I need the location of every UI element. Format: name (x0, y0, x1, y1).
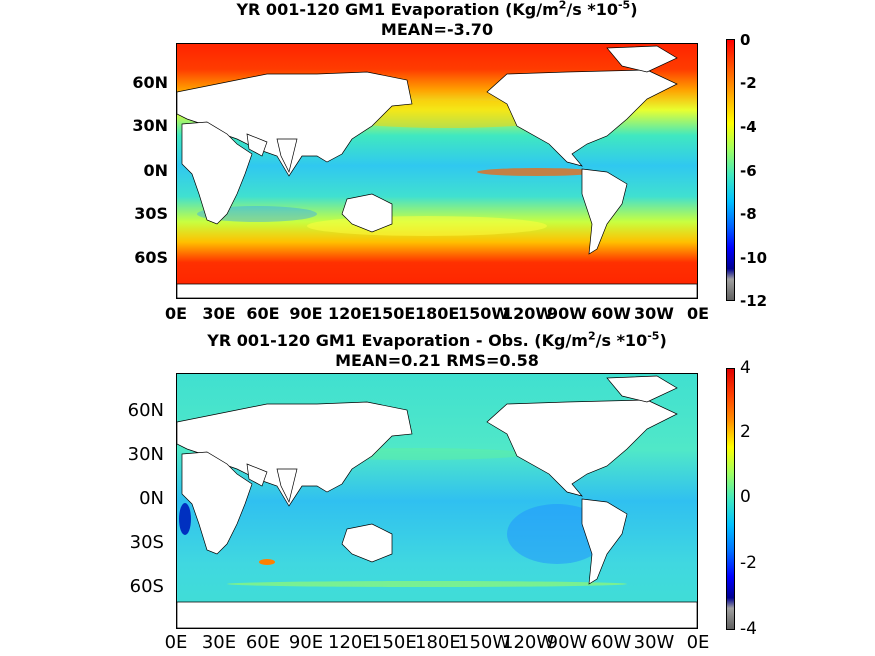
panel1-lat-label: 0N (143, 161, 168, 180)
panel2-lon-label: 90E (288, 632, 324, 653)
panel1-lat-label: 30N (132, 116, 168, 135)
panel2-lon-label: 120W (502, 632, 555, 653)
panel2-colorbar-tick: -2 (740, 553, 757, 573)
panel2-title: YR 001-120 GM1 Evaporation - Obs. (Kg/m2… (176, 331, 698, 350)
panel2-colorbar-tick: -4 (740, 619, 757, 639)
panel2-lon-label: 150W (458, 632, 511, 653)
panel2-subtitle: MEAN=0.21 RMS=0.58 (335, 351, 539, 370)
panel2-lon-label: 0E (686, 632, 710, 653)
panel2-title-mid: /s *10 (595, 331, 648, 350)
panel1-map (176, 43, 698, 299)
panel1-colorbar-tick: 0 (740, 31, 751, 49)
panel2-lon-label: 0E (164, 632, 188, 653)
panel1-lon-label: 30E (202, 304, 236, 323)
panel1-lon-label: 60W (591, 304, 631, 323)
panel1-lon-label: 120W (502, 304, 554, 323)
panel1-lon-label: 0E (686, 304, 710, 323)
panel1-colorbar-tick: -6 (740, 162, 757, 180)
panel1-title-mid: /s *10 (566, 0, 618, 19)
panel1-title-text: YR 001-120 GM1 Evaporation (Kg/m (236, 0, 559, 19)
panel1-colorbar-tick: -8 (740, 205, 757, 223)
panel1-lon-label: 150E (371, 304, 416, 323)
panel2-lon-label: 90W (546, 632, 588, 653)
panel1-title-sup1: 2 (558, 0, 567, 12)
panel1-land (177, 45, 697, 298)
panel1-title-sup2: -5 (617, 0, 631, 12)
panel2-colorbar-tick: 0 (740, 487, 751, 507)
panel2-map (176, 373, 698, 629)
panel1-lon-label: 120E (328, 304, 373, 323)
panel2-lat-label: 60N (127, 400, 164, 421)
panel2-lon-label: 30W (633, 632, 675, 653)
panel2-colorbar-tick: 2 (740, 422, 751, 442)
panel1-colorbar-tick: -2 (740, 74, 757, 92)
panel1-subtitle: MEAN=-3.70 (380, 20, 494, 39)
panel1-colorbar (726, 39, 735, 301)
panel1-lat-label: 60N (132, 73, 168, 92)
panel2-lon-label: 150E (371, 632, 417, 653)
panel1-lon-label: 150W (458, 304, 510, 323)
panel2-lat-label: 30N (127, 444, 164, 465)
panel2-lon-label: 60E (245, 632, 281, 653)
panel2-colorbar-tick: 4 (740, 358, 751, 378)
panel2-title-sup2: -5 (647, 329, 660, 343)
panel1-lon-label: 90W (547, 304, 587, 323)
panel2-title-post: ) (659, 331, 667, 350)
panel1-colorbar-tick: -10 (740, 249, 768, 267)
panel2-title-text: YR 001-120 GM1 Evaporation - Obs. (Kg/m (207, 331, 588, 350)
panel1-lat-label: 60S (134, 248, 168, 267)
panel2-lon-label: 60W (590, 632, 632, 653)
panel1-lon-label: 30W (634, 304, 674, 323)
panel1-lon-label: 0E (164, 304, 188, 323)
panel1-colorbar-tick: -12 (740, 292, 768, 310)
panel2-lat-label: 0N (139, 488, 164, 509)
panel1-title-post: ) (630, 0, 638, 19)
panel1-colorbar-tick: -4 (740, 118, 757, 136)
panel2-lon-label: 30E (201, 632, 237, 653)
panel1-lat-label: 30S (134, 204, 168, 223)
panel1-lon-label: 180E (415, 304, 460, 323)
panel2-title-sup1: 2 (587, 329, 596, 343)
panel2-lat-label: 30S (129, 532, 164, 553)
panel1-lon-label: 90E (289, 304, 323, 323)
panel2-lat-label: 60S (129, 576, 164, 597)
panel1-lon-label: 60E (246, 304, 280, 323)
panel2-land (177, 375, 697, 628)
panel2-lon-label: 120E (328, 632, 374, 653)
panel1-title: YR 001-120 GM1 Evaporation (Kg/m2/s *10-… (176, 0, 698, 19)
panel2-colorbar (726, 368, 735, 630)
panel2-lon-label: 180E (415, 632, 461, 653)
